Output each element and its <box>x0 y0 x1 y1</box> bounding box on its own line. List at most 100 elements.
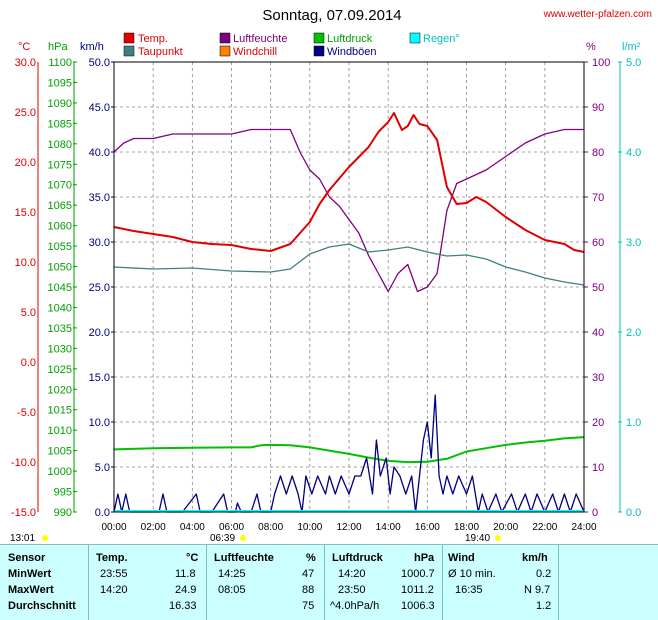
tick-label-hpa: 1000 <box>48 466 72 478</box>
tick-label-hpa: 1060 <box>48 221 72 233</box>
tick-label-celsius: 10.0 <box>15 257 36 269</box>
legend-swatch-taupunkt <box>123 45 135 57</box>
header-humidity-unit: % <box>306 552 316 564</box>
series-line-luftfeuchte <box>113 128 584 293</box>
tick-label-celsius: -15.0 <box>11 507 36 519</box>
table-divider <box>324 545 325 620</box>
sun-label-left: 13:01 <box>10 533 35 544</box>
tick-label-kmh: 25.0 <box>89 282 110 294</box>
tick-label-percent: 30 <box>592 372 604 384</box>
tick-label-kmh: 5.0 <box>95 462 110 474</box>
tick-label-celsius: -10.0 <box>11 457 36 469</box>
legend-label-taupunkt: Taupunkt <box>138 46 183 58</box>
tick-label-rain: 2.0 <box>626 327 641 339</box>
series-line-temp <box>113 112 585 253</box>
wind-value: 0.2 <box>536 568 552 580</box>
sunrise-icon <box>240 535 246 541</box>
tick-label-percent: 0 <box>592 507 598 519</box>
table-row: MinWert 23:55 11.8 14:25 47 14:20 1000.7… <box>0 567 658 583</box>
tick-label-kmh: 20.0 <box>89 327 110 339</box>
tick-label-percent: 60 <box>592 237 604 249</box>
tick-label-percent: 10 <box>592 462 604 474</box>
unit-celsius: °C <box>18 41 30 53</box>
sunrise-label: 06:39 <box>210 533 235 544</box>
legend-swatch-temp <box>123 32 135 44</box>
legend-swatch-regen <box>409 32 421 44</box>
legend-swatch-luftfeuchte <box>219 32 231 44</box>
tick-label-percent: 40 <box>592 327 604 339</box>
legend-label-luftfeuchte: Luftfeuchte <box>233 33 287 45</box>
chart-title: Sonntag, 07.09.2014 <box>262 7 401 24</box>
legend-swatch-luftdruck <box>313 32 325 44</box>
tick-label-kmh: 45.0 <box>89 102 110 114</box>
pressure-time: 14:20 <box>338 568 366 580</box>
tick-label-hpa: 1055 <box>48 241 72 253</box>
table-row: MaxWert 14:20 24.9 08:05 88 23:50 1011.2… <box>0 583 658 599</box>
grid <box>114 62 584 512</box>
header-temp-unit: °C <box>186 552 199 564</box>
tick-label-hpa: 995 <box>54 487 72 499</box>
tick-label-celsius: 15.0 <box>15 207 36 219</box>
tick-label-hpa: 1085 <box>48 118 72 130</box>
header-temp: Temp. <box>96 552 128 564</box>
site-link[interactable]: www.wetter-pfalzen.com <box>543 9 652 20</box>
tick-label-time: 04:00 <box>180 522 205 533</box>
temp-value: 24.9 <box>175 584 197 596</box>
tick-label-hpa: 1015 <box>48 405 72 417</box>
tick-label-percent: 50 <box>592 282 604 294</box>
temp-value: 16.33 <box>169 600 197 612</box>
tick-label-hpa: 1035 <box>48 323 72 335</box>
tick-label-kmh: 50.0 <box>89 57 110 69</box>
legend-swatch-windboeen <box>313 45 325 57</box>
tick-label-percent: 90 <box>592 102 604 114</box>
tick-label-kmh: 30.0 <box>89 237 110 249</box>
header-humidity: Luftfeuchte <box>214 552 274 564</box>
tick-label-kmh: 40.0 <box>89 147 110 159</box>
sunset-icon <box>495 535 501 541</box>
axis-ticks: 00:00 02:00 04:00 06:00 08:00 10:00 12:00 14:00… <box>11 57 641 533</box>
wind-label: Ø 10 min. <box>448 568 496 580</box>
tick-label-time: 02:00 <box>141 522 166 533</box>
pressure-time: 23:50 <box>338 584 366 596</box>
tick-label-percent: 100 <box>592 57 610 69</box>
tick-label-time: 06:00 <box>219 522 244 533</box>
tick-label-rain: 5.0 <box>626 57 641 69</box>
table-divider <box>88 545 89 620</box>
legend-label-windchill: Windchill <box>233 46 277 58</box>
tick-label-time: 16:00 <box>415 522 440 533</box>
tick-label-hpa: 1005 <box>48 446 72 458</box>
legend-label-windboeen: Windböen <box>327 46 377 58</box>
unit-kmh: km/h <box>80 41 104 53</box>
pressure-value: 1000.7 <box>401 568 435 580</box>
legend-label-regen: Regen° <box>423 33 460 45</box>
tick-label-percent: 80 <box>592 147 604 159</box>
legend-label-luftdruck: Luftdruck <box>327 33 373 45</box>
tick-label-percent: 70 <box>592 192 604 204</box>
tick-label-time: 24:00 <box>571 522 596 533</box>
temp-time: 14:20 <box>100 584 128 596</box>
series-line-luftdruck <box>113 436 585 464</box>
tick-label-kmh: 10.0 <box>89 417 110 429</box>
tick-label-time: 10:00 <box>297 522 322 533</box>
tick-label-celsius: 5.0 <box>21 307 36 319</box>
unit-percent: % <box>586 41 596 53</box>
legend: Temp. Luftfeuchte Luftdruck Regen° Taupu… <box>123 32 460 58</box>
table-row: Durchschnitt 16.33 75 ^4.0hPa/h 1006.3 1… <box>0 599 658 615</box>
weather-chart: Sonntag, 07.09.2014 www.wetter-pfalzen.c… <box>10 7 652 544</box>
header-pressure-unit: hPa <box>414 552 435 564</box>
tick-label-hpa: 1020 <box>48 384 72 396</box>
pressure-value: 1006.3 <box>401 600 435 612</box>
series-line-taupunkt <box>113 243 585 286</box>
tick-label-time: 20:00 <box>493 522 518 533</box>
tick-label-hpa: 1040 <box>48 302 72 314</box>
tick-label-hpa: 1065 <box>48 200 72 212</box>
wind-value: 1.2 <box>536 600 552 612</box>
tick-label-kmh: 0.0 <box>95 507 110 519</box>
humidity-value: 75 <box>302 600 315 612</box>
header-pressure: Luftdruck <box>332 552 383 564</box>
humidity-time: 14:25 <box>218 568 246 580</box>
humidity-value: 88 <box>302 584 315 596</box>
tick-label-time: 12:00 <box>336 522 361 533</box>
temp-value: 11.8 <box>175 568 196 580</box>
table-divider <box>206 545 207 620</box>
